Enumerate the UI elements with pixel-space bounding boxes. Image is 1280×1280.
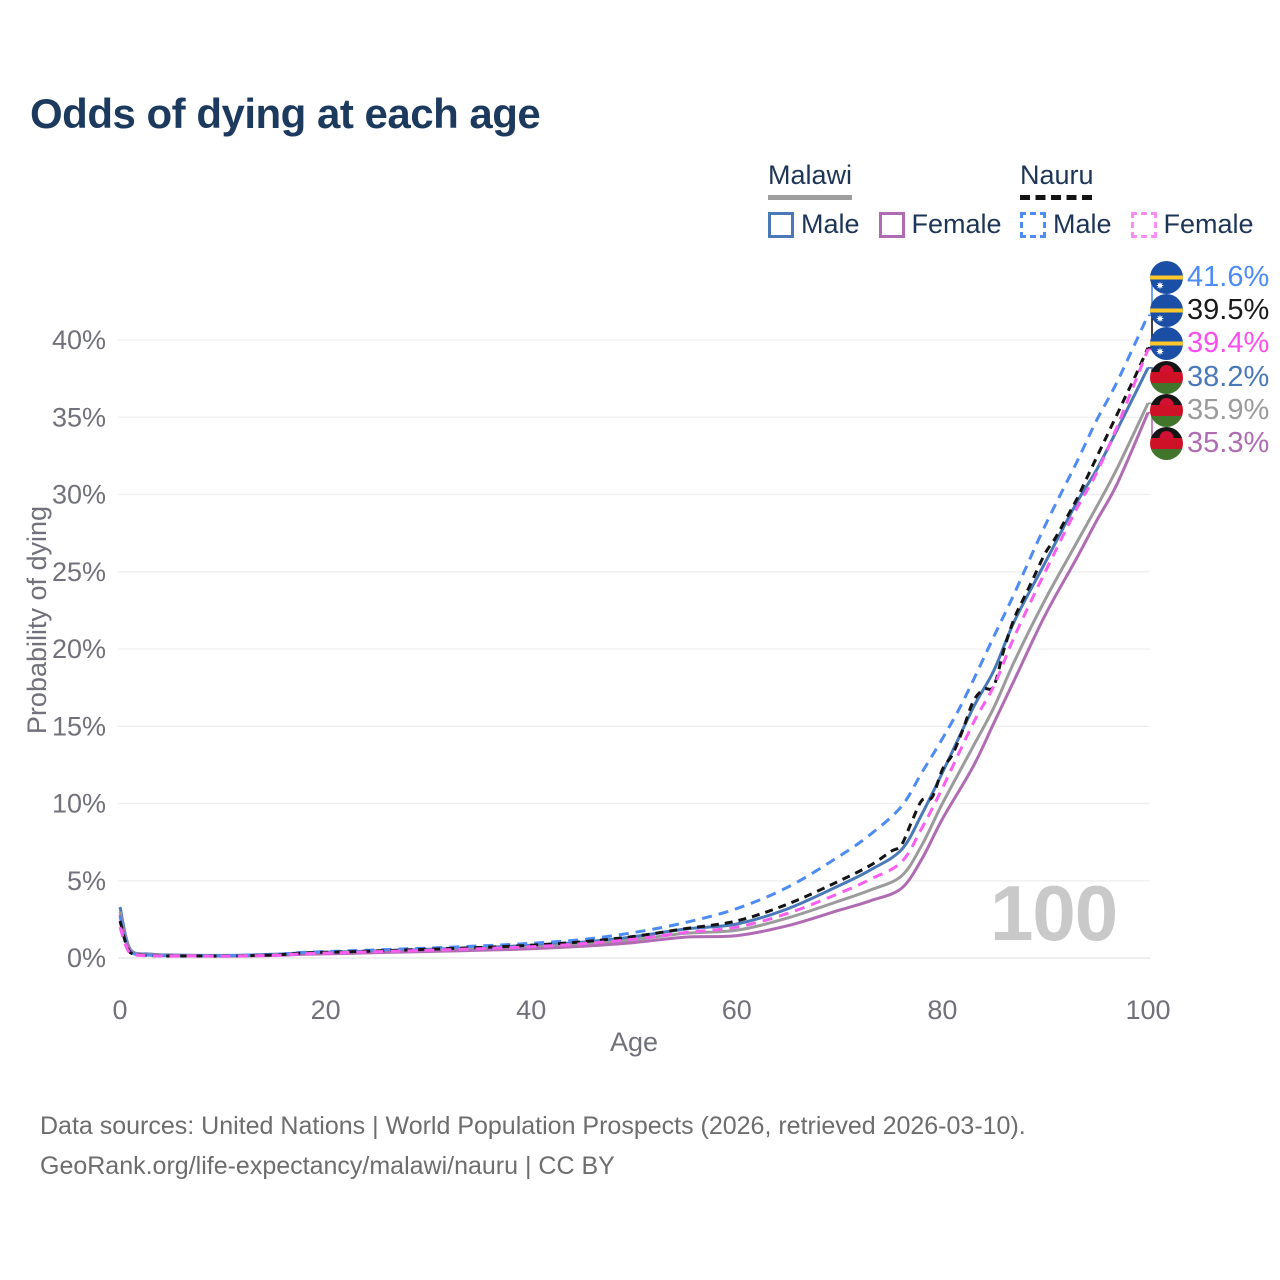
legend-swatch-malawi-male[interactable] bbox=[768, 211, 794, 238]
end-label-row-nauru-female[interactable]: 39.4% bbox=[1150, 326, 1269, 360]
nauru-flag-icon bbox=[1150, 293, 1183, 327]
y-tick-label: 0% bbox=[67, 943, 106, 973]
x-tick-label: 100 bbox=[1125, 995, 1170, 1025]
age-counter-watermark: 100 bbox=[990, 869, 1118, 957]
series-line-malawi-male[interactable] bbox=[118, 367, 1150, 957]
malawi-flag-icon bbox=[1150, 360, 1183, 394]
y-tick-label: 10% bbox=[52, 789, 106, 819]
end-label-value: 39.5% bbox=[1187, 293, 1270, 326]
legend-label-nauru-female[interactable]: Female bbox=[1163, 209, 1254, 239]
y-tick-label: 35% bbox=[52, 402, 106, 432]
legend-swatch-nauru-male[interactable] bbox=[1020, 211, 1046, 238]
x-tick-label: 40 bbox=[516, 995, 546, 1025]
nauru-flag-icon bbox=[1150, 260, 1183, 294]
legend-label-malawi-female[interactable]: Female bbox=[911, 209, 1002, 239]
end-label-value: 41.6% bbox=[1187, 260, 1270, 293]
x-tick-label: 20 bbox=[311, 995, 341, 1025]
x-axis-title: Age bbox=[610, 1027, 658, 1057]
legend-country-malawi[interactable]: Malawi bbox=[768, 160, 853, 190]
series-line-malawi-both[interactable] bbox=[118, 402, 1150, 958]
end-label-value: 38.2% bbox=[1187, 360, 1270, 393]
y-tick-label: 30% bbox=[52, 480, 106, 510]
end-label-value: 39.4% bbox=[1187, 326, 1270, 359]
legend: Malawi Male Female Nauru Male Female bbox=[768, 160, 1254, 240]
legend-swatch-nauru-female[interactable] bbox=[1130, 211, 1157, 238]
legend-label-malawi-male[interactable]: Male bbox=[801, 209, 860, 239]
y-axis-title: Probability of dying bbox=[22, 506, 52, 734]
legend-country-nauru[interactable]: Nauru bbox=[1020, 160, 1094, 190]
malawi-flag-icon bbox=[1150, 393, 1183, 427]
nauru-linestyle-swatch bbox=[1020, 195, 1092, 200]
y-tick-label: 20% bbox=[52, 634, 106, 664]
y-tick-label: 15% bbox=[52, 711, 106, 741]
x-tick-label: 0 bbox=[112, 995, 127, 1025]
legend-swatch-malawi-female[interactable] bbox=[878, 211, 905, 238]
end-label-value: 35.9% bbox=[1187, 393, 1270, 426]
end-label-row-malawi-male[interactable]: 38.2% bbox=[1150, 360, 1269, 394]
source-url-text[interactable]: GeoRank.org/life-expectancy/malawi/nauru… bbox=[40, 1152, 615, 1180]
footer: Data sources: United Nations | World Pop… bbox=[40, 1106, 1026, 1186]
data-sources-text: Data sources: United Nations | World Pop… bbox=[40, 1112, 1026, 1140]
end-label-row-nauru-male[interactable]: 41.6% bbox=[1150, 260, 1269, 294]
legend-label-nauru-male[interactable]: Male bbox=[1053, 209, 1112, 239]
page-title: Odds of dying at each age bbox=[30, 90, 541, 137]
x-tick-label: 80 bbox=[927, 995, 957, 1025]
series-line-nauru-both[interactable] bbox=[118, 347, 1150, 958]
nauru-flag-icon bbox=[1150, 326, 1183, 360]
legend-group-nauru: Nauru Male Female bbox=[1020, 160, 1273, 240]
y-tick-label: 40% bbox=[52, 325, 106, 355]
legend-group-malawi: Malawi Male Female bbox=[768, 160, 1021, 240]
malawi-linestyle-swatch bbox=[768, 195, 852, 200]
end-label-row-malawi-both[interactable]: 35.9% bbox=[1150, 393, 1269, 427]
y-tick-label: 5% bbox=[67, 866, 106, 896]
end-label-value: 35.3% bbox=[1187, 426, 1270, 459]
end-label-row-nauru-both[interactable]: 39.5% bbox=[1150, 293, 1269, 327]
series-line-nauru-male[interactable] bbox=[118, 314, 1150, 958]
end-label-row-malawi-female[interactable]: 35.3% bbox=[1150, 426, 1269, 460]
series-line-nauru-female[interactable] bbox=[118, 348, 1150, 958]
x-tick-label: 60 bbox=[722, 995, 752, 1025]
malawi-flag-icon bbox=[1150, 426, 1183, 460]
y-tick-label: 25% bbox=[52, 557, 106, 587]
